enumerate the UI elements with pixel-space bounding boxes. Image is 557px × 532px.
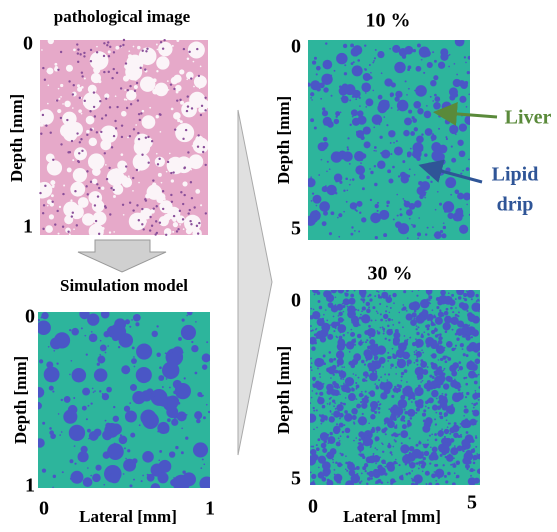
panel-title: 10 % xyxy=(366,10,411,32)
axis-label: Lateral [mm] xyxy=(79,507,177,526)
axis-label: Depth [mm] xyxy=(274,96,293,184)
axis-tick: 0 xyxy=(23,33,33,55)
axis-label: Depth [mm] xyxy=(11,356,30,444)
panel-title: 30 % xyxy=(368,263,413,285)
axis-tick: 1 xyxy=(23,216,33,238)
axis-tick: 1 xyxy=(25,475,35,497)
axis-tick: 0 xyxy=(291,36,301,58)
axis-tick: 0 xyxy=(291,290,301,312)
axis-tick: 5 xyxy=(291,218,301,240)
axis-label: Lateral [mm] xyxy=(343,507,441,526)
panel-title: pathological image xyxy=(54,7,191,26)
panel-title: Simulation model xyxy=(60,276,188,295)
right-arrow xyxy=(238,110,272,455)
axis-tick: 1 xyxy=(205,498,215,520)
lipid-label: drip xyxy=(497,194,534,216)
axis-tick: 0 xyxy=(308,496,318,518)
liver-label: Liver xyxy=(505,107,552,129)
figure: pathological image 0 1 Depth [mm] Simula… xyxy=(0,0,557,532)
axis-tick: 0 xyxy=(25,306,35,328)
axis-tick: 5 xyxy=(291,468,301,490)
axis-label: Depth [mm] xyxy=(274,346,293,434)
axis-label: Depth [mm] xyxy=(7,94,26,182)
axis-tick: 0 xyxy=(39,498,49,520)
axis-tick: 5 xyxy=(467,492,477,514)
down-arrow xyxy=(78,240,166,272)
lipid-label: Lipid xyxy=(492,164,539,186)
